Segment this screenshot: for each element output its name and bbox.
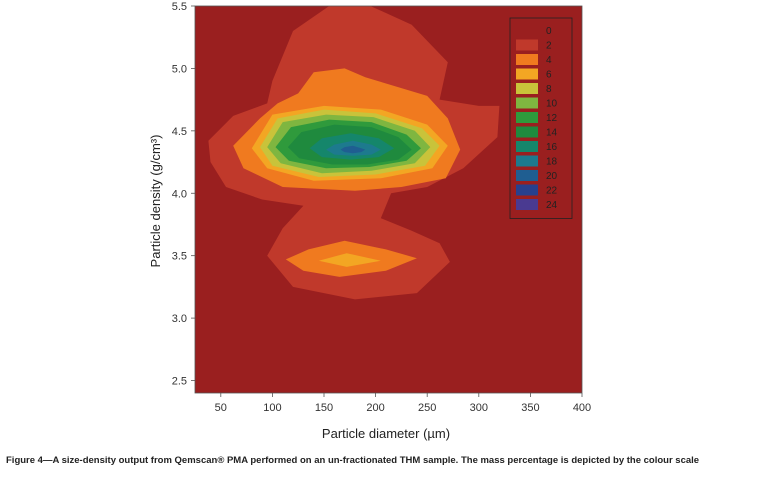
x-axis-title: Particle diameter (µm) xyxy=(322,426,450,441)
x-tick-label: 50 xyxy=(215,402,227,414)
legend-swatch xyxy=(516,54,538,65)
legend-swatch xyxy=(516,68,538,80)
legend-swatch xyxy=(516,199,538,210)
legend-label: 6 xyxy=(546,70,552,81)
legend-label: 10 xyxy=(546,99,558,110)
y-axis-ticks: 2.5 3.0 3.5 4.0 4.5 5.0 5.5 xyxy=(172,1,195,388)
legend-swatch xyxy=(516,25,538,36)
legend-swatch xyxy=(516,112,538,123)
legend-swatch xyxy=(516,83,538,94)
legend-label: 18 xyxy=(546,157,558,168)
x-tick-label: 400 xyxy=(573,402,591,414)
legend-swatch xyxy=(516,126,538,138)
legend-label: 20 xyxy=(546,171,558,182)
y-tick-label: 5.5 xyxy=(172,1,187,13)
y-tick-label: 4.5 xyxy=(172,126,187,138)
legend-label: 24 xyxy=(546,200,558,211)
legend-label: 0 xyxy=(546,26,552,37)
legend-label: 14 xyxy=(546,128,558,139)
plot-frame xyxy=(194,5,583,394)
figure-caption: Figure 4—A size-density output from Qems… xyxy=(6,455,700,466)
legend-label: 2 xyxy=(546,41,552,52)
legend-swatch xyxy=(516,170,538,181)
x-tick-label: 200 xyxy=(366,402,384,414)
legend-swatch xyxy=(516,39,538,51)
y-tick-label: 3.5 xyxy=(172,251,187,263)
y-tick-label: 4.0 xyxy=(172,188,187,200)
y-tick-label: 2.5 xyxy=(172,376,187,388)
legend-swatch xyxy=(516,184,538,196)
legend-swatch xyxy=(516,97,538,109)
legend-label: 22 xyxy=(546,186,558,197)
contour-level-20-11 xyxy=(340,145,366,154)
legend-swatch xyxy=(516,155,538,167)
contour-level-6-4 xyxy=(318,253,381,267)
x-tick-label: 150 xyxy=(315,402,333,414)
x-tick-label: 250 xyxy=(418,402,436,414)
legend-label: 4 xyxy=(546,55,552,66)
x-tick-label: 350 xyxy=(521,402,539,414)
x-tick-label: 100 xyxy=(263,402,281,414)
y-tick-label: 5.0 xyxy=(172,63,187,75)
contour-layers xyxy=(208,6,500,300)
contour-chart: 50 100 150 200 250 300 350 400 2.53.03.54.04.55… xyxy=(148,1,591,441)
y-axis-title: Particle density (g/cm³) xyxy=(148,135,163,268)
legend-label: 8 xyxy=(546,84,552,95)
legend-label: 16 xyxy=(546,142,558,153)
legend-label: 12 xyxy=(546,113,558,124)
legend-swatch xyxy=(516,141,538,152)
x-axis-ticks: 50 100 150 200 250 300 350 400 xyxy=(215,393,591,414)
y-tick-label: 3.0 xyxy=(172,313,187,325)
x-tick-label: 300 xyxy=(470,402,488,414)
